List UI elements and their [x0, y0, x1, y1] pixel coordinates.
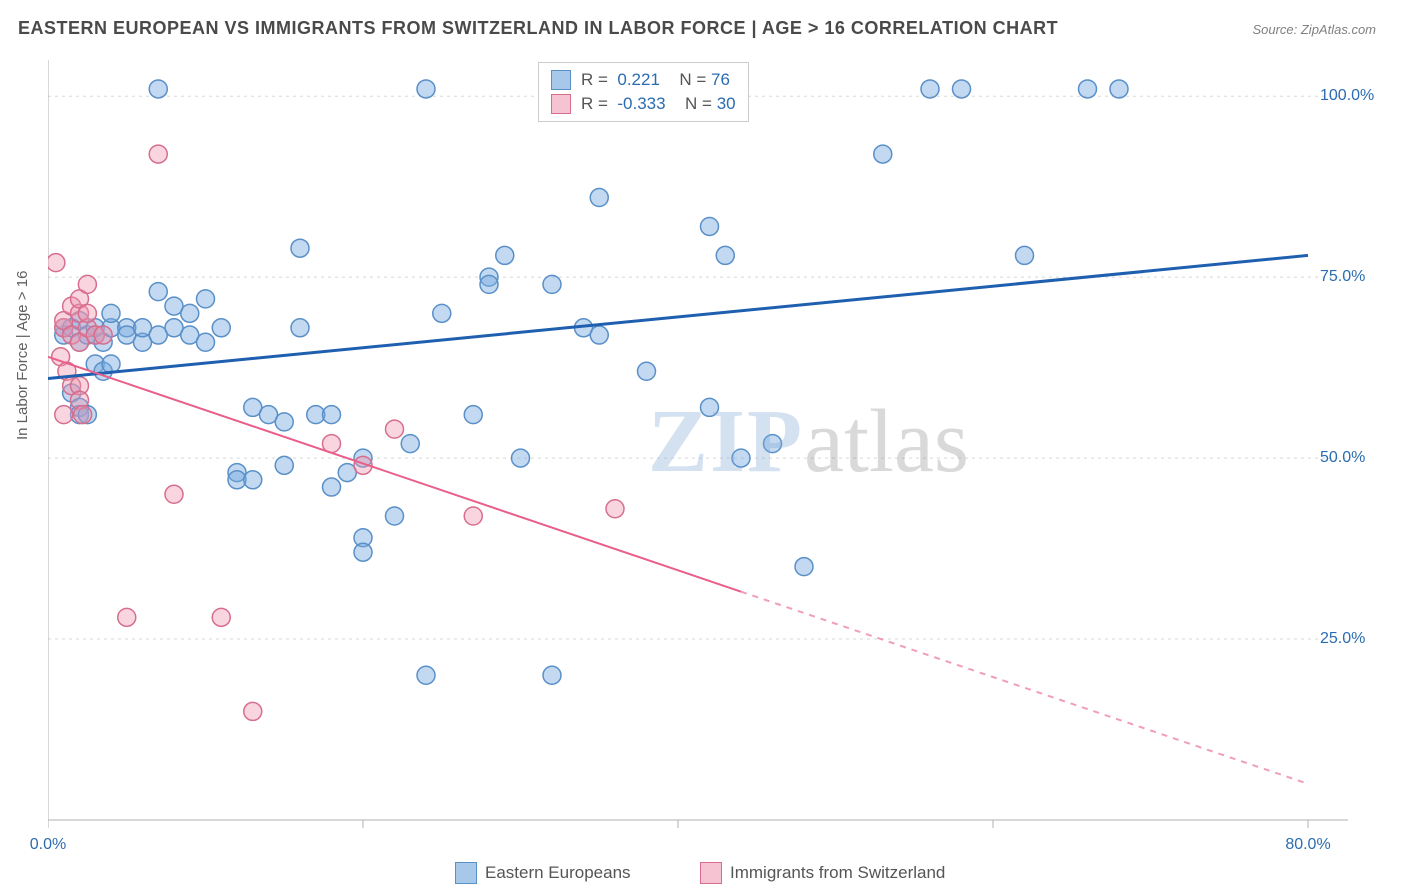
series-swatch	[455, 862, 477, 884]
y-tick-label: 25.0%	[1320, 630, 1365, 648]
stat-r: R = -0.333	[581, 92, 666, 116]
y-axis-label: In Labor Force | Age > 16	[14, 271, 31, 440]
stats-row: R = -0.333 N = 30	[551, 92, 736, 116]
bottom-legend-series-1: Eastern Europeans	[455, 862, 631, 884]
series-swatch	[551, 70, 571, 90]
stats-legend-box: R = 0.221 N = 76R = -0.333 N = 30	[538, 62, 749, 122]
stat-n: N = 76	[670, 68, 730, 92]
y-tick-label: 50.0%	[1320, 449, 1365, 467]
x-tick-label: 80.0%	[1285, 836, 1330, 854]
bottom-legend-series-2: Immigrants from Switzerland	[700, 862, 945, 884]
series-swatch	[551, 94, 571, 114]
y-tick-label: 100.0%	[1320, 87, 1374, 105]
chart-plot-area: ZIPatlas R = 0.221 N = 76R = -0.333 N = …	[48, 60, 1358, 830]
x-tick-label: 0.0%	[30, 836, 66, 854]
chart-source: Source: ZipAtlas.com	[1252, 22, 1376, 37]
stat-r: R = 0.221	[581, 68, 660, 92]
stat-n: N = 30	[676, 92, 736, 116]
series-swatch	[700, 862, 722, 884]
y-tick-label: 75.0%	[1320, 268, 1365, 286]
legend-label: Eastern Europeans	[485, 863, 631, 883]
chart-svg	[48, 60, 1358, 830]
legend-label: Immigrants from Switzerland	[730, 863, 945, 883]
chart-title: EASTERN EUROPEAN VS IMMIGRANTS FROM SWIT…	[18, 18, 1058, 39]
stats-row: R = 0.221 N = 76	[551, 68, 736, 92]
